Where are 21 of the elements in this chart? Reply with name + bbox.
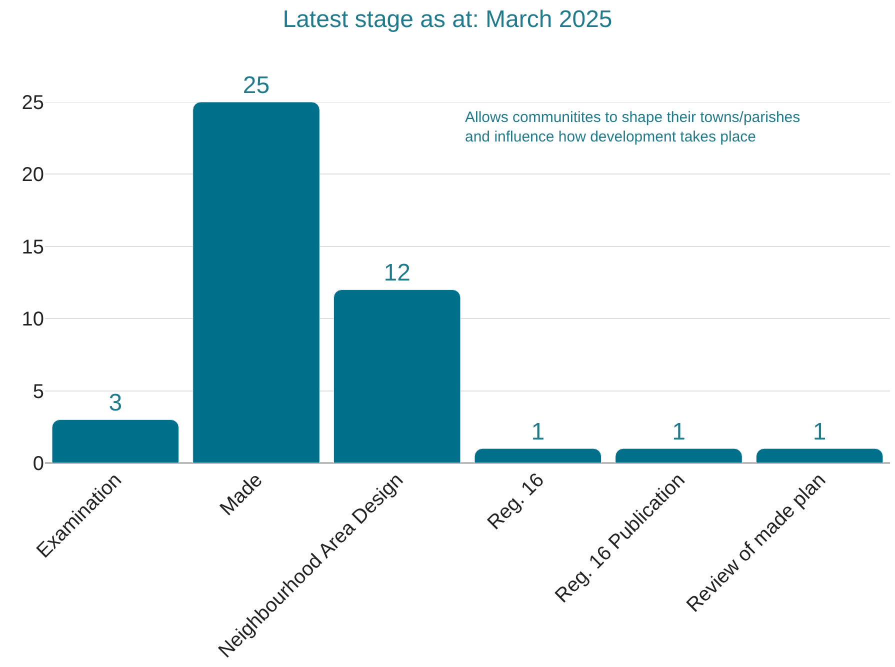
data-label: 1 <box>672 418 686 446</box>
chart-title: Latest stage as at: March 2025 <box>282 6 612 33</box>
data-label: 12 <box>384 260 410 287</box>
data-label: 25 <box>242 72 270 99</box>
y-tick-label: 15 <box>22 236 44 258</box>
bar <box>474 448 602 463</box>
bar <box>333 289 461 463</box>
y-tick-label: 10 <box>22 308 44 331</box>
x-tick-label: Reg. 16 <box>483 469 549 534</box>
data-label: 3 <box>108 390 122 417</box>
data-label: 1 <box>812 418 826 446</box>
y-tick-label: 20 <box>22 164 44 186</box>
y-tick-label: 0 <box>32 453 44 475</box>
y-tick-label: 25 <box>22 92 44 114</box>
bar <box>615 448 742 463</box>
data-label: 1 <box>531 418 545 446</box>
y-tick-label: 5 <box>32 380 44 403</box>
bar <box>756 448 884 463</box>
bar <box>192 102 320 463</box>
bar <box>52 419 180 463</box>
annotation: Allows communitites to shape their towns/parishes and influence how development takes place <box>465 109 800 146</box>
